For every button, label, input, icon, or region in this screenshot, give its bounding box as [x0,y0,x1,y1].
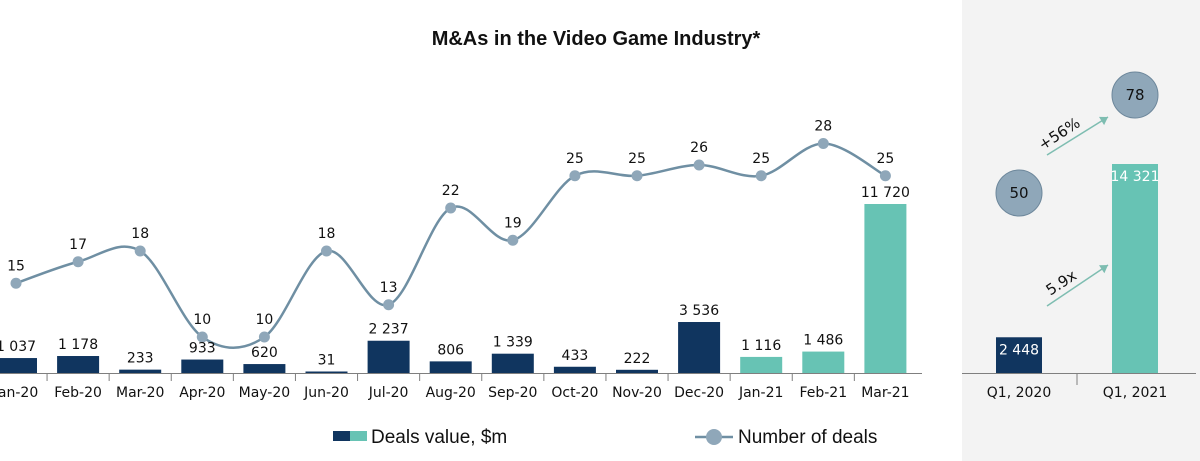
x-tick-label: Oct-20 [551,385,598,401]
line-value-label: 18 [318,226,336,242]
bar-Jun-20 [305,371,348,373]
line-point [569,170,581,182]
bar-Jul-20 [367,340,410,373]
bar-value-label: 2 237 [369,322,409,338]
bar-value-label: 1 037 [0,339,36,355]
growth-arrow-deals [1046,116,1109,156]
quarter-bar [996,337,1042,373]
bar-Oct-20 [553,366,596,373]
legend-deals-value: Deals value, $m [371,427,507,448]
bar-Jan-20 [0,358,37,373]
x-tick-label: Feb-21 [799,385,847,401]
line-point [445,202,457,214]
quarter-deal-count-bubble [995,169,1043,217]
line-value-label: 25 [752,151,770,167]
quarter-bar-value-label: 14 321 [1111,169,1160,185]
quarter-bar [1112,164,1158,373]
bar-value-label: 31 [318,353,336,369]
bar-Sep-20 [491,353,534,373]
line-point [879,170,891,182]
growth-arrow-value-head [1099,265,1108,274]
bar-value-label: 433 [562,348,589,364]
x-tick-label: Mar-21 [861,385,909,401]
x-tick-label: Aug-20 [426,385,476,401]
x-tick-label: Jan-20 [0,385,38,401]
line-value-label: 26 [690,140,708,156]
bar-May-20 [243,364,286,373]
quarter-deal-count-label: 78 [1125,86,1144,104]
legend-number-of-deals: Number of deals [738,427,877,448]
x-tick-label: Nov-20 [612,385,662,401]
legend-swatch-navy [333,431,350,441]
bar-Feb-21 [802,351,845,373]
line-value-label: 10 [255,312,273,328]
quarter-x-tick-label: Q1, 2020 [987,385,1051,401]
bar-value-label: 806 [437,342,464,358]
line-point [321,245,332,257]
growth-arrow-value [1046,264,1109,307]
line-point [631,170,643,182]
line-value-label: 10 [193,312,211,328]
legend-swatch-teal [350,431,367,441]
x-tick-label: Jun-20 [303,385,349,401]
bar-value-label: 620 [251,345,278,361]
x-tick-label: Dec-20 [674,385,724,401]
bar-value-label: 933 [189,341,216,357]
quarterly-panel-background [962,0,1200,461]
quarter-bar-value-label: 2 448 [999,342,1039,358]
x-tick-label: Apr-20 [179,385,225,401]
bar-value-label: 1 116 [741,338,781,354]
bar-value-label: 233 [127,351,154,367]
bar-Dec-20 [678,322,721,373]
legend-marker-sample [706,429,722,445]
bar-Nov-20 [616,369,658,373]
line-value-label: 22 [442,183,460,199]
bar-value-label: 1 178 [58,337,98,353]
line-point [755,170,767,182]
x-tick-label: Jul-20 [368,385,409,401]
bar-Mar-21 [864,204,907,373]
x-tick-label: Mar-20 [116,385,164,401]
bar-value-label: 1 339 [493,335,533,351]
line-point [258,331,270,343]
bar-Feb-20 [57,356,100,373]
x-tick-label: May-20 [239,385,291,401]
quarter-deal-count-bubble [1111,71,1159,119]
x-tick-label: Sep-20 [488,385,537,401]
bar-value-label: 1 486 [803,333,843,349]
line-point [817,138,829,149]
line-point [693,159,705,171]
line-value-label: 19 [504,215,522,231]
line-point [10,277,22,289]
line-value-label: 18 [131,226,149,242]
x-tick-label: Jan-21 [738,385,783,401]
bar-value-label: 222 [624,351,651,367]
line-point [507,234,519,246]
growth-arrow-deals-head [1099,116,1108,126]
bar-Mar-20 [119,369,162,373]
line-value-label: 25 [566,151,584,167]
bar-value-label: 3 536 [679,303,719,319]
line-value-label: 28 [814,119,832,135]
bar-value-label: 11 720 [861,185,910,201]
line-value-label: 13 [380,280,398,296]
line-point [72,256,84,268]
chart-title: M&As in the Video Game Industry* [432,28,761,50]
bar-Apr-20 [181,359,224,373]
line-value-label: 25 [876,151,894,167]
line-point [196,331,208,343]
legend: Deals value, $m Number of deals [333,427,877,448]
quarter-x-tick-label: Q1, 2021 [1103,385,1167,401]
x-tick-label: Feb-20 [54,385,102,401]
line-number-of-deals [15,142,887,349]
line-point [134,245,146,257]
line-value-label: 15 [7,258,25,274]
line-value-label: 17 [69,237,87,253]
line-value-label: 25 [628,151,646,167]
bar-Jan-21 [740,356,783,373]
bar-Aug-20 [429,361,472,373]
quarter-deal-count-label: 50 [1009,184,1028,202]
line-point [383,299,395,311]
